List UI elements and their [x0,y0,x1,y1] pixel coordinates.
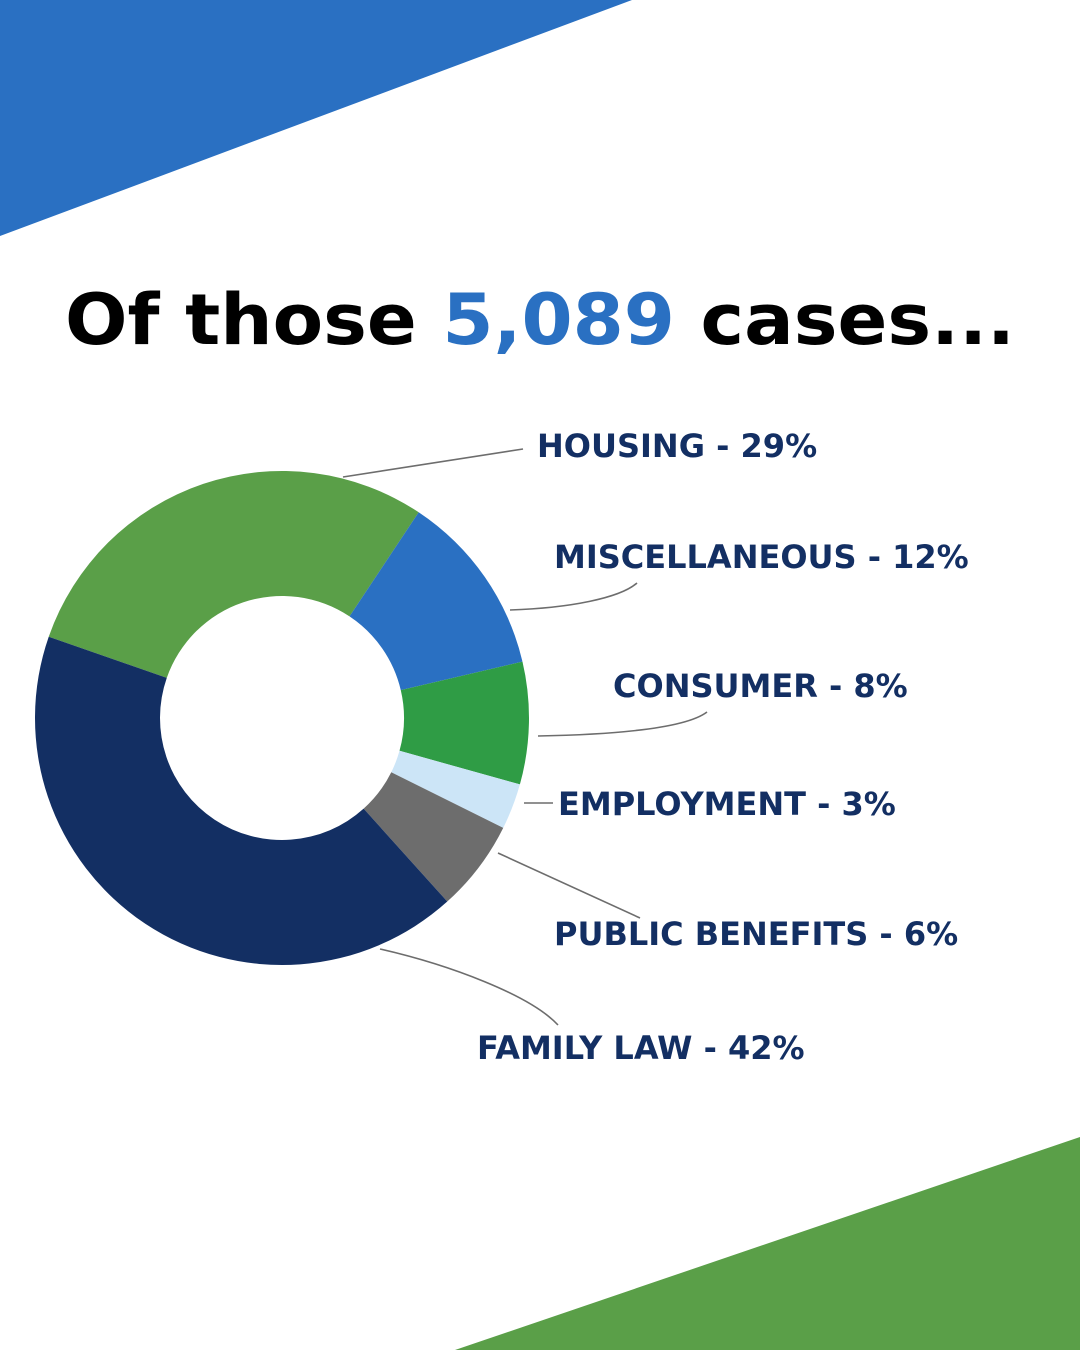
title-start: Of those [65,279,417,361]
donut-slice [48,471,419,678]
leader-line [342,448,524,478]
slice-label: FAMILY LAW - 42% [477,1029,805,1067]
leader-line [537,711,708,737]
donut-slice [34,636,448,966]
title-end: cases... [701,279,1015,361]
donut-slice [363,772,504,902]
slice-label: PUBLIC BENEFITS - 6% [554,915,958,953]
donut-chart: HOUSING - 29% MISCELLANEOUS - 12% CONSUMER… [34,427,969,1067]
donut-slice [391,750,520,828]
leader-line [379,948,559,1026]
donut-slice [399,661,529,785]
title: Of those 5,089 cases... [65,279,1015,361]
slice-label: EMPLOYMENT - 3% [558,785,896,823]
leader-line [509,582,638,611]
corner-decoration [455,1137,1080,1350]
slice-label: HOUSING - 29% [537,427,817,465]
title-number: 5,089 [442,279,675,361]
slice-label: CONSUMER - 8% [613,667,908,705]
donut-slice [349,512,523,691]
slice-label: MISCELLANEOUS - 12% [554,538,969,576]
corner-decoration [0,0,632,236]
leader-line [497,852,641,919]
